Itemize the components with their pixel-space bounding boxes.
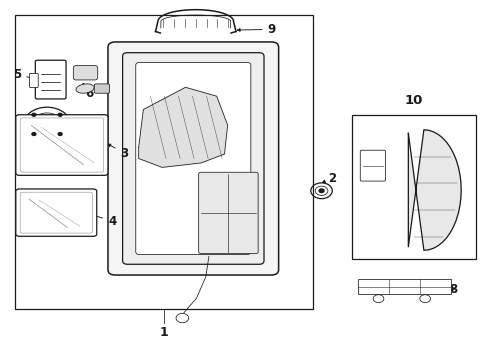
Circle shape	[32, 113, 36, 116]
Text: 4: 4	[89, 213, 116, 228]
FancyBboxPatch shape	[136, 62, 250, 255]
FancyBboxPatch shape	[94, 84, 109, 93]
Text: 3: 3	[108, 144, 128, 159]
Text: 8: 8	[448, 283, 456, 296]
Text: 6: 6	[83, 83, 93, 100]
Circle shape	[58, 132, 62, 135]
FancyBboxPatch shape	[73, 66, 98, 80]
Text: 2: 2	[322, 172, 336, 185]
Text: 1: 1	[160, 326, 168, 339]
FancyBboxPatch shape	[29, 73, 38, 87]
FancyBboxPatch shape	[71, 117, 87, 132]
FancyBboxPatch shape	[360, 150, 385, 181]
Polygon shape	[407, 130, 460, 250]
Text: 7: 7	[69, 124, 94, 138]
Circle shape	[40, 120, 54, 130]
FancyBboxPatch shape	[198, 172, 258, 254]
Polygon shape	[139, 87, 227, 167]
FancyBboxPatch shape	[108, 42, 278, 275]
FancyBboxPatch shape	[357, 279, 450, 294]
Circle shape	[32, 132, 36, 135]
FancyBboxPatch shape	[16, 189, 97, 236]
Text: 9: 9	[237, 23, 275, 36]
Text: 10: 10	[404, 94, 422, 107]
Circle shape	[58, 113, 62, 116]
FancyBboxPatch shape	[16, 115, 108, 175]
Bar	[351, 116, 475, 259]
Text: 5: 5	[13, 68, 34, 81]
FancyBboxPatch shape	[122, 53, 264, 264]
Bar	[15, 15, 312, 309]
Ellipse shape	[76, 84, 94, 93]
FancyBboxPatch shape	[35, 60, 66, 99]
Circle shape	[319, 189, 324, 193]
